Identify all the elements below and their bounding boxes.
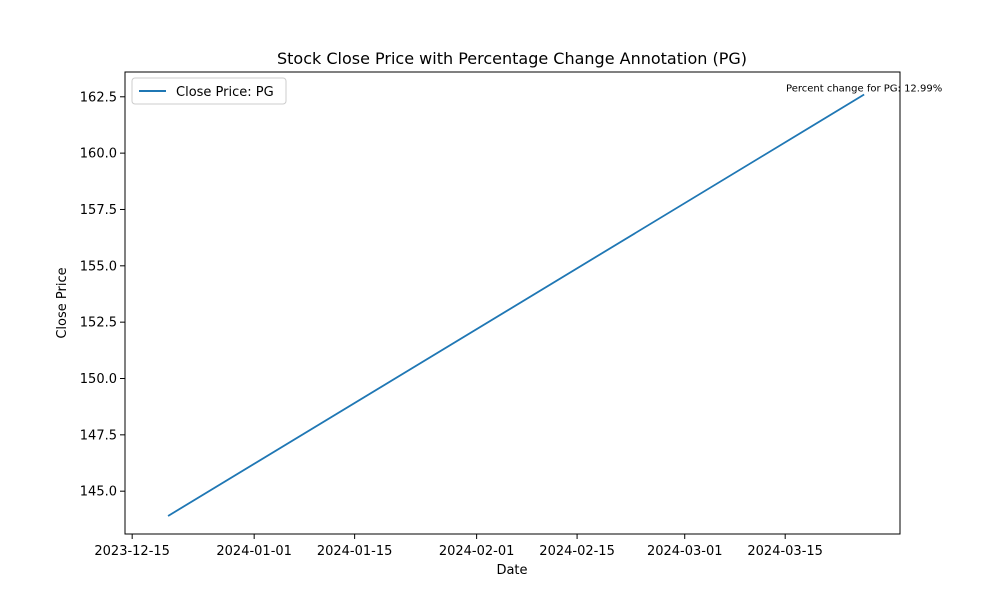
x-tick-label: 2024-02-01 [439,544,515,559]
percent-change-annotation: Percent change for PG: 12.99% [786,84,942,95]
x-tick-label: 2024-03-15 [747,544,823,559]
x-axis-title: Date [496,563,527,578]
plot-frame [124,71,901,535]
y-axis-ticks: 145.0 147.5 150.0 152.5 155.0 157.5 160.0 162.5 [80,90,125,500]
x-axis-ticks: 2023-12-15 2024-01-01 2024-01-15 2024-02-01… [94,534,823,559]
x-tick-label: 2024-01-01 [216,544,292,559]
y-tick-label: 162.5 [80,90,117,105]
y-tick-label: 152.5 [80,316,117,331]
x-tick-label: 2024-03-01 [647,544,723,559]
y-tick-label: 155.0 [80,259,117,274]
x-tick-label: 2023-12-15 [94,544,170,559]
legend: Close Price: PG [131,77,287,105]
y-axis-title: Close Price [55,267,70,338]
y-tick-label: 147.5 [80,428,117,443]
series-line-close-price [167,93,865,517]
chart-title: Stock Close Price with Percentage Change… [277,49,747,68]
y-tick-label: 150.0 [80,372,117,387]
legend-box [131,77,287,105]
y-tick-label: 145.0 [80,485,117,500]
plot-lines [167,93,865,517]
legend-label-close-price: Close Price: PG [176,85,274,100]
y-tick-label: 160.0 [80,147,117,162]
x-tick-label: 2024-02-15 [539,544,615,559]
x-tick-label: 2024-01-15 [317,544,393,559]
annotations: Percent change for PG: 12.99% [786,84,942,95]
y-tick-label: 157.5 [80,203,117,218]
